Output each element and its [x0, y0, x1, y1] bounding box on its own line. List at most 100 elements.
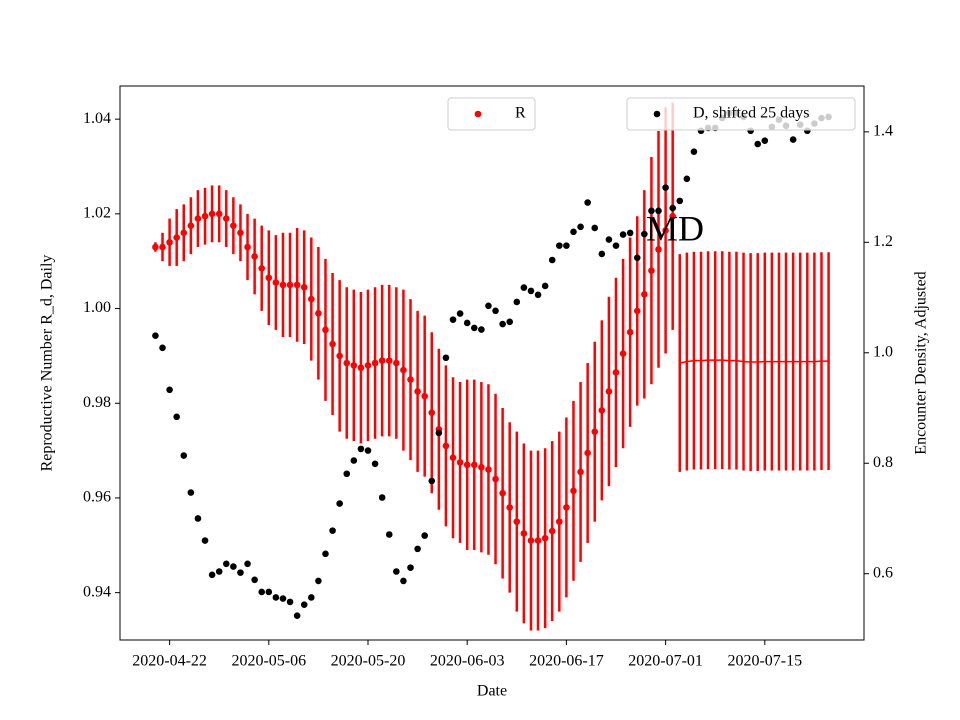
data-point — [208, 210, 216, 218]
data-point — [605, 388, 613, 395]
data-point — [591, 224, 599, 232]
plot-frame — [119, 85, 865, 641]
data-point — [180, 452, 188, 459]
data-point — [378, 357, 386, 364]
data-point — [350, 457, 358, 464]
series-line — [679, 359, 829, 364]
y2-tick-label: 1.2 — [873, 233, 893, 250]
data-point — [201, 212, 209, 220]
data-point — [789, 136, 797, 143]
data-point — [152, 243, 159, 251]
data-point — [343, 470, 351, 478]
data-point — [527, 537, 535, 544]
data-point — [534, 537, 542, 544]
y2-axis-label: Encounter Density, Adjusted — [913, 271, 930, 454]
data-point — [548, 256, 556, 264]
legend-marker — [474, 110, 482, 118]
data-point — [187, 489, 195, 496]
data-point — [463, 461, 471, 469]
data-point — [230, 563, 237, 570]
data-point — [385, 531, 393, 538]
data-point — [534, 291, 542, 299]
data-point — [201, 537, 209, 544]
data-point — [584, 449, 591, 457]
data-point — [258, 264, 266, 272]
data-point — [605, 236, 613, 243]
data-point — [541, 534, 549, 542]
data-point — [357, 445, 365, 453]
data-point — [166, 238, 173, 246]
data-point — [442, 442, 450, 450]
data-point — [400, 366, 407, 374]
data-point — [208, 571, 216, 579]
data-point — [754, 140, 762, 148]
y2-tick-label: 0.8 — [873, 454, 893, 471]
data-point — [556, 242, 563, 249]
data-point — [279, 595, 287, 602]
data-point — [237, 569, 244, 576]
data-point — [159, 344, 166, 352]
data-point — [577, 223, 584, 231]
data-point — [598, 407, 606, 414]
data-point — [591, 428, 599, 435]
data-point — [230, 222, 237, 229]
data-point — [428, 477, 436, 485]
data-point — [336, 352, 343, 360]
data-point — [421, 532, 428, 539]
data-point — [293, 612, 301, 619]
data-point — [499, 320, 506, 328]
y-axis-label: Reproductive Number R_d, Daily — [39, 255, 56, 472]
data-point — [336, 500, 343, 507]
data-point — [485, 302, 492, 310]
data-point — [478, 326, 485, 333]
legend-label: D, shifted 25 days — [693, 105, 809, 122]
data-point — [159, 243, 166, 251]
data-point — [619, 350, 627, 357]
data-point — [563, 504, 570, 511]
data-point — [527, 287, 535, 295]
data-point — [286, 281, 294, 289]
data-point — [470, 324, 478, 332]
data-point — [393, 568, 400, 575]
data-point — [683, 175, 691, 183]
data-point — [470, 461, 478, 469]
data-point — [272, 279, 280, 286]
x-tick-label: 2020-04-22 — [132, 653, 207, 670]
data-point — [180, 229, 188, 237]
data-point — [626, 328, 634, 336]
y-tick-label: 1.04 — [83, 110, 111, 127]
data-point — [329, 340, 336, 348]
data-point — [761, 137, 769, 144]
data-point — [237, 229, 244, 237]
data-point — [492, 307, 499, 315]
data-point — [357, 364, 365, 372]
data-point — [641, 230, 648, 238]
y2-tick-label: 1.4 — [873, 123, 893, 140]
data-point — [222, 215, 230, 222]
data-point — [633, 307, 641, 315]
data-point — [690, 148, 698, 156]
y2-tick-label: 1.0 — [873, 343, 893, 360]
data-point — [393, 359, 400, 367]
data-point — [322, 550, 329, 558]
data-point — [407, 376, 414, 383]
data-point — [633, 254, 641, 262]
legend-label: R — [515, 105, 526, 122]
legend-box — [447, 97, 536, 131]
data-point — [315, 309, 322, 317]
data-point — [371, 460, 379, 468]
data-point — [428, 409, 436, 417]
data-point — [626, 229, 634, 237]
data-point — [293, 281, 301, 289]
data-point — [449, 454, 457, 462]
data-point — [244, 560, 251, 568]
data-point — [520, 284, 528, 291]
data-point — [173, 234, 180, 241]
data-point — [308, 295, 315, 303]
data-point — [506, 504, 514, 511]
y-tick-label: 0.94 — [83, 583, 111, 600]
data-point — [662, 227, 669, 234]
data-point — [556, 518, 563, 525]
x-axis-label: Date — [477, 683, 507, 700]
